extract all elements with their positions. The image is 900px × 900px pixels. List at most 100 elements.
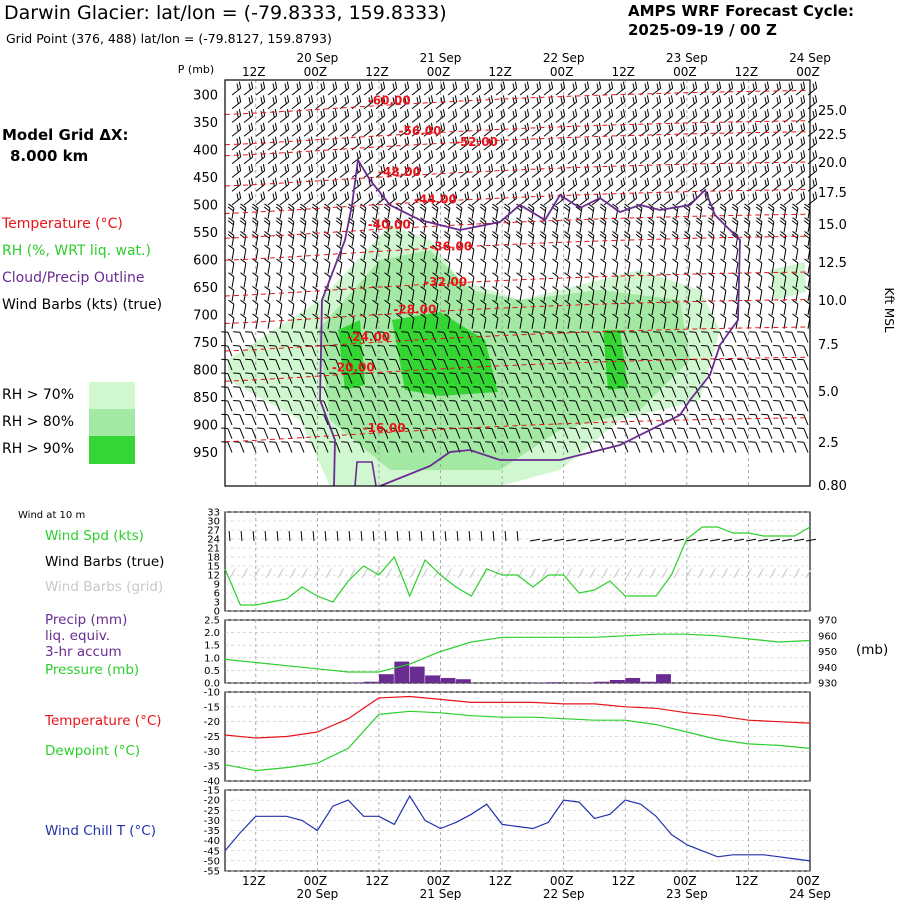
true-wind-barb <box>264 530 267 542</box>
wind-barb <box>588 244 595 261</box>
wind-barb <box>665 331 677 343</box>
true-wind-barb <box>420 530 423 542</box>
wind-barb <box>545 413 557 426</box>
precip-bar <box>656 674 671 683</box>
wind-barb <box>471 150 482 165</box>
wind-barb <box>341 358 353 371</box>
wind-barb <box>785 413 797 426</box>
temperature-line <box>224 695 811 739</box>
wind-barb <box>653 386 665 398</box>
wind-barb <box>281 386 293 398</box>
wind-barb <box>723 95 734 110</box>
legend-rh80-swatch <box>89 409 135 436</box>
wind-barb <box>447 191 458 206</box>
grid-wind-barb <box>469 568 476 579</box>
wind-barb <box>473 441 485 453</box>
wind-barb <box>339 109 350 123</box>
wind-barb <box>281 331 293 343</box>
wind-barb <box>780 244 787 261</box>
wind-barb <box>615 164 626 178</box>
wind-barb <box>371 217 379 233</box>
wind-barb <box>459 81 470 96</box>
wind-barb <box>420 313 427 329</box>
wind-barb <box>531 136 542 151</box>
wind-barb <box>231 122 242 137</box>
wind-barb <box>389 427 401 439</box>
wind-barb <box>264 272 271 288</box>
wind-barb <box>252 313 259 329</box>
wind-barb <box>545 372 557 384</box>
wind-barb <box>311 203 319 219</box>
wind-barb <box>651 164 662 178</box>
wind-barb <box>365 345 377 357</box>
wind-barb <box>792 299 799 316</box>
grid-wind-barb <box>385 568 392 579</box>
wind-barb <box>303 81 314 96</box>
wind-barb <box>629 427 641 439</box>
wind-panel-frame <box>224 511 811 612</box>
true-wind-barb <box>348 530 351 542</box>
wind-barb <box>425 372 437 384</box>
wind-barb <box>431 203 439 219</box>
windchill-tick-label: -40 <box>204 836 220 847</box>
wind-barb <box>723 177 734 192</box>
wind-barb <box>663 177 674 192</box>
wind-barb <box>797 345 809 357</box>
wind-barb <box>768 299 775 316</box>
wind-barb <box>600 299 607 316</box>
wind-barb <box>707 217 715 233</box>
wind-barb <box>744 258 751 274</box>
wind-barb <box>507 136 518 151</box>
wind-barb <box>480 286 487 302</box>
forecast-cycle-value: 2025-09-19 / 00 Z <box>628 21 777 39</box>
wind-barb <box>791 231 799 247</box>
wind-barb <box>293 345 305 357</box>
wind-barb <box>759 150 770 165</box>
true-wind-barb <box>805 538 816 542</box>
wind-barb <box>737 441 749 453</box>
wind-barb <box>455 231 463 247</box>
pressure-tick-label: 940 <box>818 663 837 674</box>
wind-barb <box>543 150 554 165</box>
pressure-tick-label: 800 <box>193 364 218 379</box>
wind-barb <box>491 203 499 219</box>
legend-rh: RH (%, WRT liq. wat.) <box>2 243 151 259</box>
wind-barb <box>555 122 566 137</box>
wind-barb <box>471 177 482 192</box>
pressure-tick-label: 750 <box>193 336 218 351</box>
wind-barb <box>545 400 557 412</box>
temp-contour-label: -24.00 <box>347 330 390 344</box>
wind-barb <box>401 427 413 439</box>
time-tick-label-top: 00Z <box>550 65 574 79</box>
wind-barb <box>509 372 521 384</box>
wind-barb <box>600 286 607 302</box>
wind-barb <box>564 299 571 316</box>
wind-barb <box>231 164 242 178</box>
wind-barb <box>365 372 377 384</box>
wind-barb <box>491 217 499 233</box>
wind-barb <box>437 331 449 343</box>
wind-barb <box>755 231 763 247</box>
true-wind-barb <box>721 538 732 542</box>
wind-barb <box>795 177 806 192</box>
wind-barb <box>447 81 458 96</box>
wind-barb <box>725 372 737 384</box>
wind-barb <box>605 413 617 426</box>
wind-barb <box>528 244 535 261</box>
pressure-tick-label: 970 <box>818 616 837 627</box>
kft-tick-label: 22.5 <box>818 128 847 143</box>
wind-barb <box>557 358 569 371</box>
wind-barb <box>581 372 593 384</box>
wind-barb <box>423 136 434 151</box>
wind-barb <box>797 372 809 384</box>
wind-barb <box>689 386 701 398</box>
wind-barb <box>576 244 583 261</box>
grid-wind-barb <box>601 568 608 579</box>
grid-wind-barb <box>577 568 584 579</box>
wind-barb <box>687 164 698 178</box>
grid-wind-barb <box>361 568 368 579</box>
wind-barb <box>401 413 413 426</box>
grid-wind-barb <box>313 568 320 579</box>
wind-barb <box>336 313 343 329</box>
wind-barb <box>579 136 590 151</box>
